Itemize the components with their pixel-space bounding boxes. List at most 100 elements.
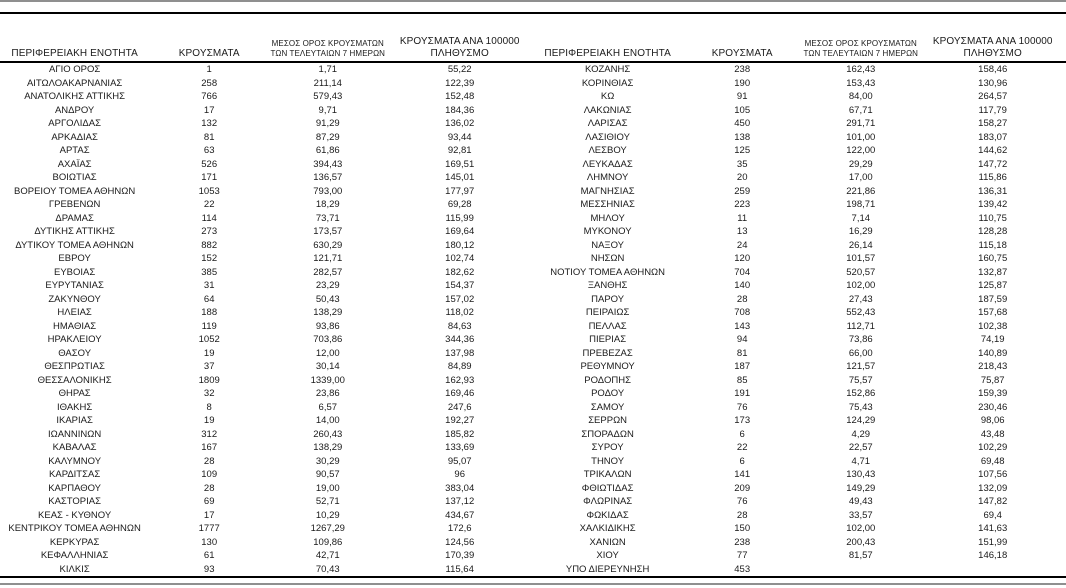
- table-header-left: ΠΕΡΙΦΕΡΕΙΑΚΗ ΕΝΟΤΗΤΑ ΚΡΟΥΣΜΑΤΑ ΜΕΣΟΣ ΟΡΟ…: [0, 14, 533, 63]
- per-100k-value: 180,12: [445, 239, 475, 251]
- cases-value: 167: [201, 442, 218, 453]
- table-row: ΖΑΚΥΝΘΟΥ 64 50,43 157,02: [0, 293, 533, 307]
- region-name: ΥΠΟ ΔΙΕΡΕΥΝΗΣΗ: [565, 563, 650, 575]
- avg-7day-value: 1,71: [318, 64, 338, 75]
- per-100k-value: 146,18: [978, 550, 1008, 561]
- cases-value: 22: [736, 442, 748, 453]
- cases-value: 31: [203, 280, 215, 291]
- cases-value: 93: [203, 563, 215, 575]
- region-name: ΝΑΞΟΥ: [591, 239, 625, 251]
- region-name: ΘΕΣΣΑΛΟΝΙΚΗΣ: [37, 374, 112, 386]
- cases-value: 120: [734, 253, 751, 264]
- table-row: ΑΡΤΑΣ 63 61,86 92,81: [0, 144, 533, 158]
- table-row: ΧΙΟΥ 77 81,57 146,18: [533, 549, 1066, 563]
- per-100k-value: 177,97: [445, 185, 475, 197]
- region-name: ΠΑΡΟΥ: [591, 293, 625, 305]
- region-name: ΑΡΚΑΔΙΑΣ: [51, 131, 98, 143]
- avg-7day-value: 70,43: [315, 563, 340, 575]
- per-100k-value: [919, 563, 1066, 578]
- cases-value: 138: [734, 131, 751, 143]
- per-100k-value: 115,18: [978, 239, 1007, 251]
- cases-value: 708: [734, 307, 751, 318]
- table-row: ΚΑΒΑΛΑΣ 167 138,29 133,69: [0, 441, 533, 455]
- table-row: ΙΚΑΡΙΑΣ 19 14,00 192,27: [0, 414, 533, 428]
- per-100k-value: 147,72: [978, 158, 1008, 170]
- cases-value: 69: [203, 496, 215, 507]
- table-row: ΚΕΑΣ - ΚΥΘΝΟΥ 17 10,29 434,67: [0, 509, 533, 523]
- per-100k-value: 133,69: [445, 442, 475, 453]
- avg-7day-value: 630,29: [313, 239, 343, 251]
- table-row: ΜΥΚΟΝΟΥ 13 16,29 128,28: [533, 225, 1066, 239]
- cases-value: 85: [736, 374, 748, 386]
- per-100k-value: 141,63: [978, 523, 1008, 534]
- region-name: ΠΙΕΡΙΑΣ: [589, 334, 627, 345]
- cases-value: 6: [739, 428, 745, 440]
- avg-7day-value: 30,14: [315, 361, 340, 372]
- table-row: ΜΕΣΣΗΝΙΑΣ 223 198,71 139,42: [533, 198, 1066, 212]
- cases-value: 76: [736, 401, 748, 413]
- top-black-rule: [0, 12, 1066, 14]
- per-100k-value: 172,6: [447, 523, 472, 534]
- avg-7day-value: 162,43: [846, 64, 876, 75]
- per-100k-value: 192,27: [445, 415, 475, 426]
- per-100k-value: 132,09: [978, 482, 1008, 494]
- per-100k-value: 55,22: [447, 64, 472, 75]
- region-name: ΑΝΔΡΟΥ: [54, 104, 95, 116]
- cases-value: 22: [203, 199, 215, 210]
- avg-7day-value: 17,00: [848, 172, 873, 183]
- avg-7day-value: 124,29: [846, 415, 876, 426]
- per-100k-value: 124,56: [445, 536, 475, 548]
- per-100k-value: 117,79: [978, 104, 1007, 116]
- cases-value: 209: [734, 482, 751, 494]
- cases-value: 28: [203, 482, 215, 494]
- table-row: ΑΝΔΡΟΥ 17 9,71 184,36: [0, 104, 533, 118]
- cases-value: 105: [734, 104, 751, 116]
- column-header-region: ΠΕΡΙΦΕΡΕΙΑΚΗ ΕΝΟΤΗΤΑ: [533, 14, 683, 63]
- per-100k-value: 110,75: [978, 212, 1007, 224]
- region-name: ΕΥΒΟΙΑΣ: [53, 266, 96, 278]
- region-name: ΞΑΝΘΗΣ: [587, 280, 628, 291]
- cases-value: 132: [201, 118, 218, 129]
- table-row: ΚΟΖΑΝΗΣ 238 162,43 158,46: [533, 62, 1066, 77]
- table-row: ΑΝΑΤΟΛΙΚΗΣ ΑΤΤΙΚΗΣ 766 579,43 152,48: [0, 90, 533, 104]
- cases-value: 152: [201, 253, 218, 264]
- per-100k-value: 98,06: [980, 415, 1005, 426]
- cases-value: 24: [736, 239, 748, 251]
- avg-7day-value: 19,00: [315, 482, 340, 494]
- region-name: ΛΕΥΚΑΔΑΣ: [582, 158, 633, 170]
- region-name: ΘΗΡΑΣ: [58, 388, 91, 399]
- cases-value: 150: [734, 523, 751, 534]
- cases-value: 17: [203, 104, 215, 116]
- table-row: ΝΑΞΟΥ 24 26,14 115,18: [533, 239, 1066, 253]
- header-row: ΠΕΡΙΦΕΡΕΙΑΚΗ ΕΝΟΤΗΤΑ ΚΡΟΥΣΜΑΤΑ ΜΕΣΟΣ ΟΡΟ…: [0, 14, 533, 63]
- per-100k-value: 96: [454, 469, 465, 480]
- per-100k-value: 92,81: [447, 145, 472, 156]
- region-name: ΜΗΛΟΥ: [590, 212, 625, 224]
- cases-value: 450: [734, 118, 751, 129]
- column-header-7day-average-line1: ΜΕΣΟΣ ΟΡΟΣ ΚΡΟΥΣΜΑΤΩΝ: [271, 39, 384, 48]
- table-row: ΗΜΑΘΙΑΣ 119 93,86 84,63: [0, 320, 533, 334]
- cases-value: 258: [201, 77, 218, 89]
- cases-value: 1: [206, 64, 212, 75]
- avg-7day-value: 9,71: [318, 104, 338, 116]
- cases-value: 114: [201, 212, 217, 224]
- region-name: ΣΑΜΟΥ: [590, 401, 625, 413]
- table-body-left: ΑΓΙΟ ΟΡΟΣ 1 1,71 55,22 ΑΙΤΩΛΟΑΚΑΡΝΑΝΙΑΣ 258 21…: [0, 62, 533, 577]
- table-row: ΛΑΚΩΝΙΑΣ 105 67,71 117,79: [533, 104, 1066, 118]
- region-name: ΗΡΑΚΛΕΙΟΥ: [47, 334, 102, 345]
- region-name: ΚΑΛΥΜΝΟΥ: [48, 455, 102, 467]
- cases-value: 130: [201, 536, 218, 548]
- region-name: ΣΥΡΟΥ: [591, 442, 624, 453]
- per-100k-value: 187,59: [978, 293, 1008, 305]
- table-row: ΚΟΡΙΝΘΙΑΣ 190 153,43 130,96: [533, 77, 1066, 91]
- region-name: ΤΡΙΚΑΛΩΝ: [583, 469, 632, 480]
- avg-7day-value: 282,57: [313, 266, 343, 278]
- region-name: ΚΑΡΔΙΤΣΑΣ: [49, 469, 101, 480]
- table-row: ΛΗΜΝΟΥ 20 17,00 115,86: [533, 171, 1066, 185]
- cases-value: 223: [734, 199, 751, 210]
- region-name: ΦΛΩΡΙΝΑΣ: [583, 496, 633, 507]
- avg-7day-value: 10,29: [315, 509, 340, 521]
- cases-value: 453: [734, 563, 751, 575]
- table-row: ΘΕΣΠΡΩΤΙΑΣ 37 30,14 84,89: [0, 360, 533, 374]
